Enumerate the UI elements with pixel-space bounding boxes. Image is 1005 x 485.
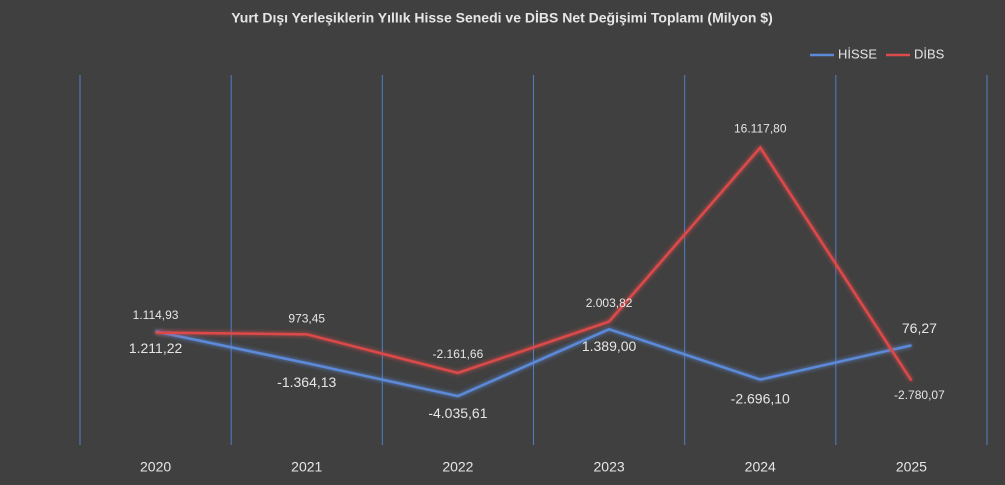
data-label: -4.035,61 bbox=[428, 405, 487, 421]
data-label: 2.003,82 bbox=[586, 296, 633, 310]
data-label: -2.780,07 bbox=[894, 388, 945, 402]
data-label: -2.161,66 bbox=[433, 347, 484, 361]
data-label: 16.117,80 bbox=[734, 122, 787, 136]
x-tick-label: 2024 bbox=[745, 459, 776, 475]
data-label: 76,27 bbox=[902, 320, 937, 336]
legend-label: HİSSE bbox=[838, 46, 877, 61]
legend-label: DİBS bbox=[914, 46, 945, 61]
data-label: -1.364,13 bbox=[277, 374, 336, 390]
x-tick-label: 2023 bbox=[594, 459, 625, 475]
chart-title: Yurt Dışı Yerleşiklerin Yıllık Hisse Sen… bbox=[231, 10, 773, 26]
data-label: 973,45 bbox=[288, 311, 325, 325]
data-label: 1.389,00 bbox=[582, 338, 637, 354]
x-tick-label: 2021 bbox=[291, 459, 322, 475]
x-tick-label: 2025 bbox=[896, 459, 927, 475]
series-line bbox=[155, 327, 912, 398]
data-label: -2.696,10 bbox=[731, 390, 790, 406]
x-tick-label: 2022 bbox=[442, 459, 473, 475]
data-label: 1.211,22 bbox=[129, 340, 183, 356]
data-label: 1.114,93 bbox=[133, 308, 179, 322]
series-line bbox=[155, 145, 913, 382]
x-tick-label: 2020 bbox=[140, 459, 171, 475]
